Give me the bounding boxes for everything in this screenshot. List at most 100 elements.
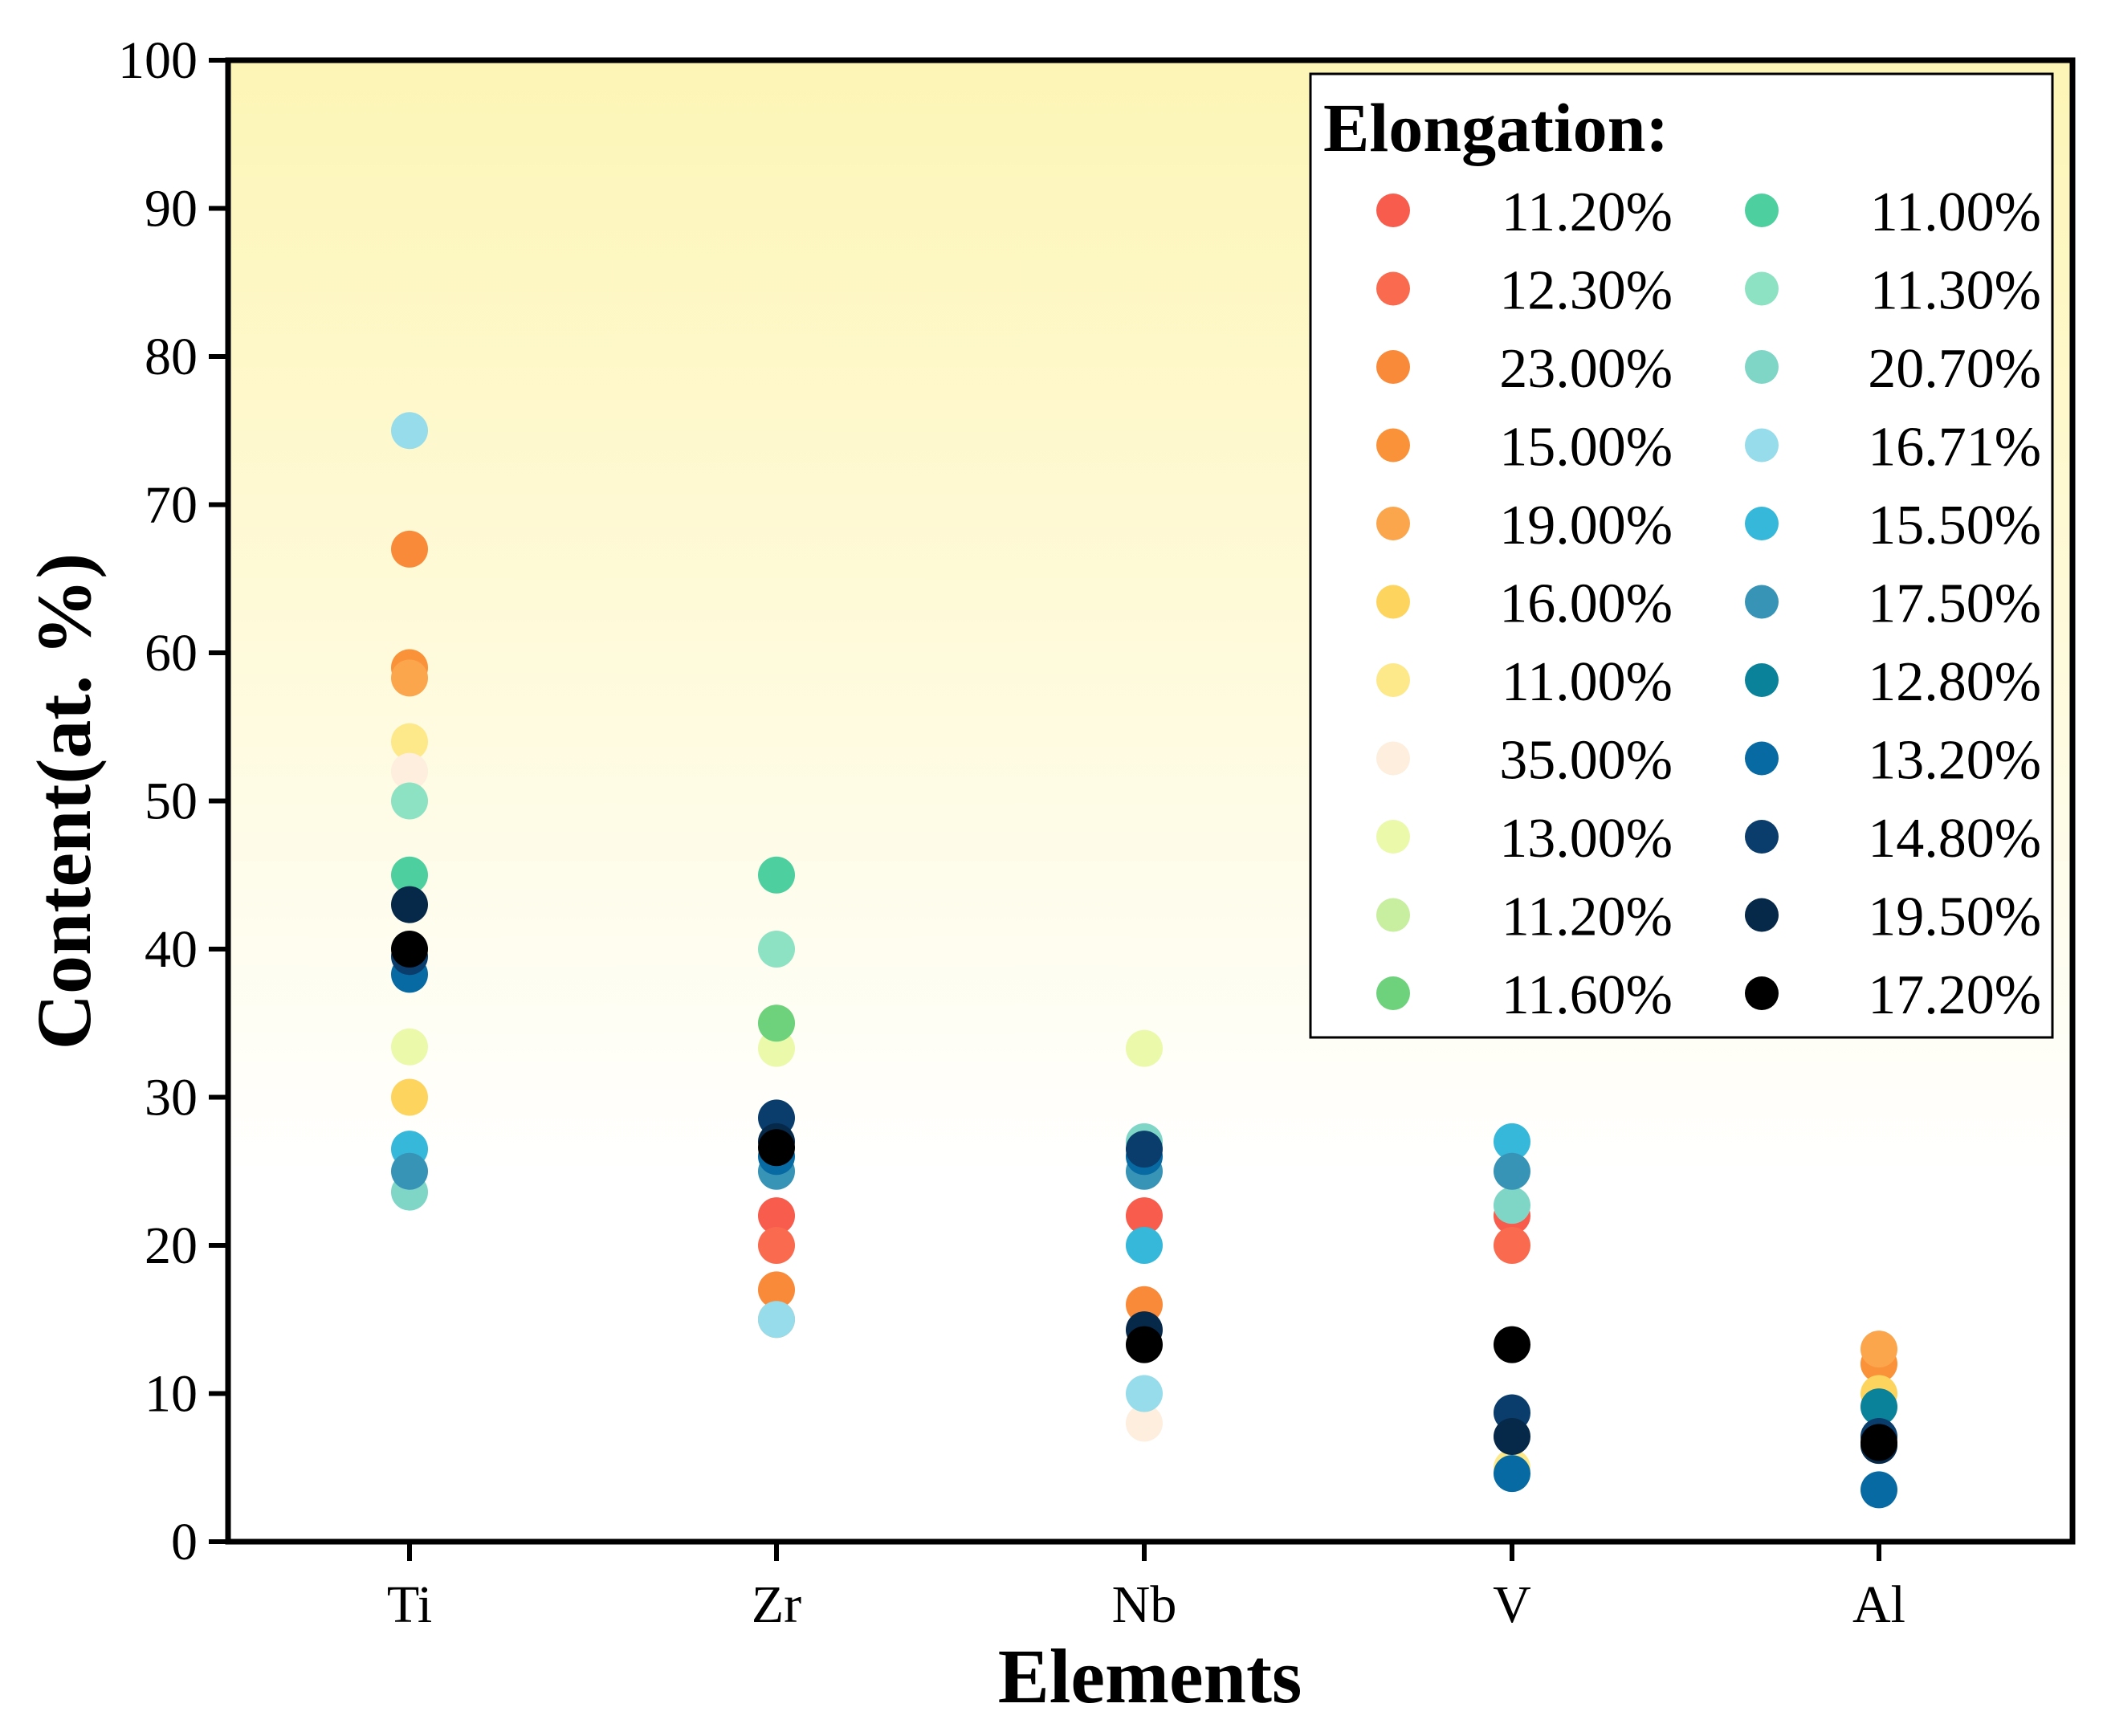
legend-label-8: 35.00% bbox=[1499, 730, 1673, 792]
data-point-ti-series-13 bbox=[391, 782, 428, 820]
legend-marker-4 bbox=[1376, 428, 1410, 463]
y-tick-label: 70 bbox=[145, 476, 198, 535]
y-tick-label: 30 bbox=[145, 1069, 198, 1127]
data-point-zr-series-11 bbox=[758, 1005, 795, 1042]
legend-label-21: 19.50% bbox=[1868, 886, 2041, 948]
data-point-al-series-19 bbox=[1861, 1471, 1897, 1509]
legend-label-17: 17.50% bbox=[1868, 573, 2041, 635]
legend-marker-9 bbox=[1376, 820, 1410, 854]
legend-label-2: 12.30% bbox=[1499, 260, 1673, 322]
data-point-nb-series-9 bbox=[1126, 1029, 1163, 1067]
data-point-ti-series-6 bbox=[391, 1078, 428, 1116]
legend-label-1: 11.20% bbox=[1502, 181, 1673, 243]
legend-marker-1 bbox=[1376, 194, 1410, 227]
x-tick-label-zr: Zr bbox=[752, 1575, 801, 1634]
data-point-nb-series-8 bbox=[1126, 1404, 1163, 1442]
y-tick-label: 10 bbox=[145, 1365, 198, 1424]
y-tick-label: 100 bbox=[118, 31, 198, 90]
data-point-zr-series-13 bbox=[758, 931, 795, 968]
data-point-zr-series-15 bbox=[758, 1301, 795, 1339]
y-tick-label: 90 bbox=[145, 180, 198, 238]
data-point-ti-series-8 bbox=[391, 752, 428, 790]
data-point-ti-series-15 bbox=[391, 412, 428, 450]
data-point-ti-series-3 bbox=[391, 530, 428, 568]
x-tick-label-ti: Ti bbox=[387, 1575, 432, 1634]
data-point-v-series-16 bbox=[1494, 1123, 1530, 1160]
data-point-nb-series-16 bbox=[1126, 1227, 1163, 1264]
legend-marker-7 bbox=[1376, 663, 1410, 697]
legend-label-11: 11.60% bbox=[1502, 964, 1673, 1026]
legend-marker-5 bbox=[1376, 507, 1410, 540]
legend-marker-18 bbox=[1745, 663, 1779, 697]
data-point-nb-series-1 bbox=[1126, 1197, 1163, 1235]
legend-marker-2 bbox=[1376, 271, 1410, 306]
legend-marker-20 bbox=[1745, 820, 1779, 854]
legend-label-15: 16.71% bbox=[1868, 417, 2041, 479]
data-point-ti-series-22 bbox=[391, 931, 428, 968]
legend-label-20: 14.80% bbox=[1868, 808, 2041, 870]
data-point-zr-series-12 bbox=[758, 856, 795, 894]
legend-label-13: 11.30% bbox=[1870, 260, 2041, 322]
legend-label-14: 20.70% bbox=[1868, 338, 2041, 400]
data-point-ti-series-21 bbox=[391, 886, 428, 923]
data-point-nb-series-22 bbox=[1126, 1326, 1163, 1363]
y-tick-label: 50 bbox=[145, 772, 198, 831]
legend: Elongation: 11.20% 12.30% 23.00% 15.00% 19.0… bbox=[1309, 72, 2054, 1039]
legend-label-19: 13.20% bbox=[1868, 730, 2041, 792]
legend-label-9: 13.00% bbox=[1499, 808, 1673, 870]
data-point-nb-series-15 bbox=[1126, 1375, 1163, 1412]
data-points bbox=[391, 412, 1897, 1509]
legend-marker-16 bbox=[1745, 507, 1779, 540]
legend-marker-8 bbox=[1376, 741, 1410, 776]
data-point-al-series-18 bbox=[1861, 1388, 1897, 1426]
legend-label-6: 16.00% bbox=[1499, 573, 1673, 635]
data-point-zr-series-22 bbox=[758, 1129, 795, 1167]
plot-frame bbox=[225, 57, 2076, 1545]
legend-marker-15 bbox=[1745, 428, 1779, 463]
data-point-v-series-22 bbox=[1494, 1326, 1530, 1363]
legend-marker-21 bbox=[1745, 898, 1779, 932]
legend-label-12: 11.00% bbox=[1870, 181, 2041, 243]
data-point-v-series-2 bbox=[1494, 1227, 1530, 1264]
x-tick-label-nb: Nb bbox=[1112, 1575, 1177, 1634]
y-axis: 0 10 20 30 40 50 60 70 80 90 100 bbox=[118, 31, 228, 1571]
data-point-ti-series-9 bbox=[391, 1028, 428, 1066]
data-point-ti-series-5 bbox=[391, 659, 428, 697]
legend-label-7: 11.00% bbox=[1502, 651, 1673, 713]
data-point-v-series-17 bbox=[1494, 1152, 1530, 1190]
data-point-nb-series-20 bbox=[1126, 1131, 1163, 1168]
legend-label-18: 12.80% bbox=[1868, 651, 2041, 713]
legend-label-5: 19.00% bbox=[1499, 495, 1673, 556]
legend-frame bbox=[1309, 72, 2054, 1039]
data-point-al-series-5 bbox=[1861, 1331, 1897, 1368]
y-tick-label: 80 bbox=[145, 328, 198, 386]
legend-marker-12 bbox=[1745, 194, 1779, 227]
y-tick-label: 0 bbox=[171, 1513, 198, 1571]
legend-marker-13 bbox=[1745, 271, 1779, 306]
legend-marker-19 bbox=[1745, 741, 1779, 776]
y-axis-title: Content(at. %) bbox=[21, 553, 107, 1050]
data-point-zr-series-1 bbox=[758, 1197, 795, 1235]
data-point-ti-series-17 bbox=[391, 1152, 428, 1190]
legend-marker-17 bbox=[1745, 585, 1779, 619]
legend-label-16: 15.50% bbox=[1868, 495, 2041, 556]
data-point-zr-series-2 bbox=[758, 1227, 795, 1264]
legend-label-3: 23.00% bbox=[1499, 338, 1673, 400]
legend-marker-10 bbox=[1376, 898, 1410, 932]
legend-marker-11 bbox=[1376, 976, 1410, 1010]
x-tick-label-al: Al bbox=[1852, 1575, 1905, 1634]
x-axis: Ti Zr Nb V Al bbox=[387, 1542, 1905, 1634]
x-axis-title: Elements bbox=[998, 1633, 1302, 1719]
data-point-v-series-19 bbox=[1494, 1455, 1530, 1493]
legend-marker-22 bbox=[1745, 976, 1779, 1010]
y-tick-label: 20 bbox=[145, 1216, 198, 1275]
data-point-v-series-14 bbox=[1494, 1187, 1530, 1225]
y-tick-label: 60 bbox=[145, 624, 198, 683]
data-point-ti-series-12 bbox=[391, 856, 428, 894]
data-point-ti-series-7 bbox=[391, 723, 428, 760]
legend-label-4: 15.00% bbox=[1499, 417, 1673, 479]
x-tick-label-v: V bbox=[1493, 1575, 1531, 1634]
legend-marker-3 bbox=[1376, 350, 1410, 384]
